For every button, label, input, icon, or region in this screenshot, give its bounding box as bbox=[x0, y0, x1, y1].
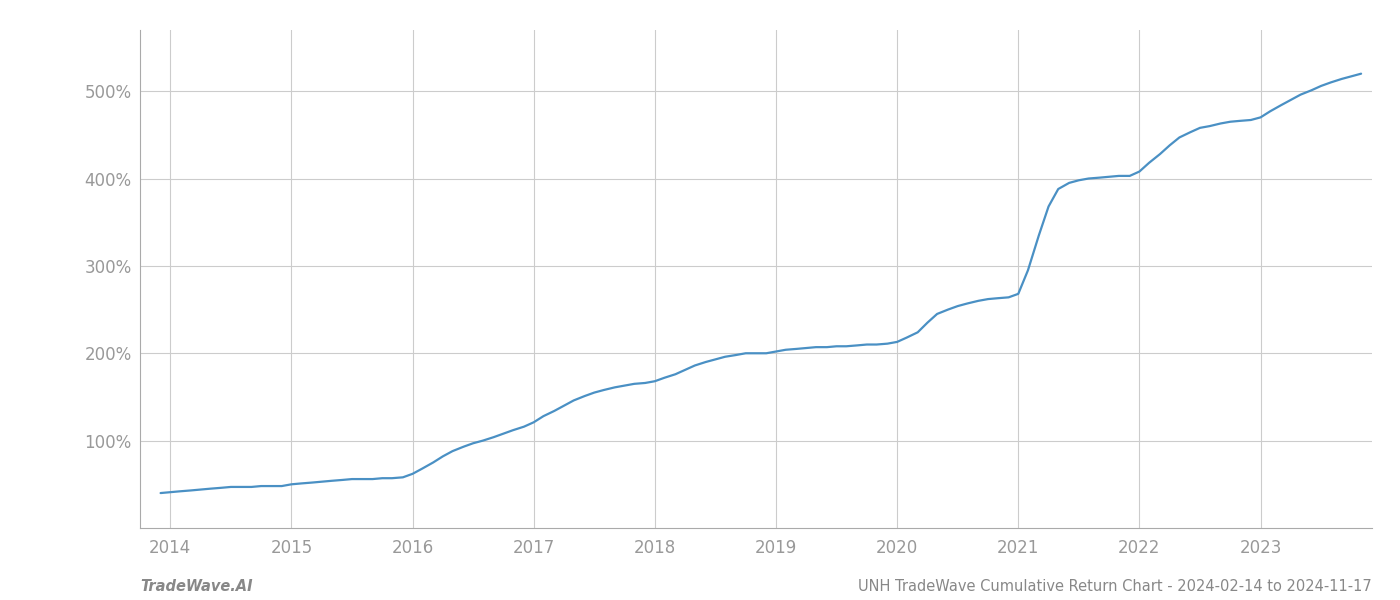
Text: UNH TradeWave Cumulative Return Chart - 2024-02-14 to 2024-11-17: UNH TradeWave Cumulative Return Chart - … bbox=[858, 579, 1372, 594]
Text: TradeWave.AI: TradeWave.AI bbox=[140, 579, 252, 594]
